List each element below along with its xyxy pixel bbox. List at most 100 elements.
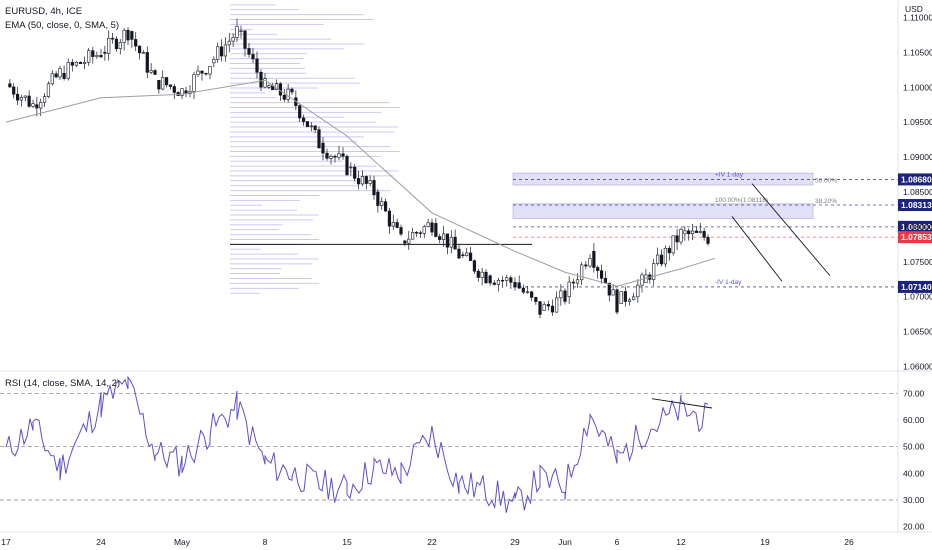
candle-body [588, 258, 592, 267]
time-tick-label: 8 [263, 537, 268, 547]
ema-line [5, 79, 716, 287]
candle-body [426, 222, 430, 227]
rsi-tick-label: 40.00 [903, 468, 925, 478]
candle-body [484, 271, 488, 284]
level-annotation: 100.00%(1.08118) [715, 197, 768, 204]
candle-body [130, 31, 134, 40]
candle-body [461, 254, 465, 256]
candle-body [118, 42, 122, 49]
candle-body [438, 236, 442, 240]
price-level-box [898, 199, 932, 212]
candle-body [414, 232, 419, 234]
candle-body [168, 84, 173, 87]
candle-body [282, 94, 286, 100]
candle-body [449, 236, 453, 248]
candle-body [62, 73, 66, 79]
price-tick-label: 1.07000 [903, 292, 932, 302]
candle-body [407, 238, 411, 244]
candle-body [687, 230, 691, 235]
candle-body [66, 62, 70, 79]
candle-body [353, 166, 357, 179]
candle-body [39, 102, 43, 109]
candle-body [200, 70, 204, 74]
candle-body [667, 247, 671, 254]
candle-body [364, 176, 368, 184]
candle-body [87, 50, 91, 63]
candle-body [231, 37, 235, 42]
candle-body [267, 85, 271, 88]
time-tick-label: 24 [96, 537, 106, 547]
price-tick-label: 1.10000 [903, 82, 932, 92]
candle-body [496, 279, 501, 285]
candle-body [534, 297, 538, 302]
candle-body [263, 78, 267, 88]
candle-body [694, 230, 699, 233]
candle-body [679, 229, 683, 243]
candle-body [599, 270, 604, 279]
candle-body [172, 86, 176, 93]
time-tick-label: 26 [844, 537, 854, 547]
candle-body [505, 277, 509, 281]
candle-body [488, 275, 492, 284]
candle-body [153, 70, 157, 75]
level-annotation: -IV 1-day [715, 279, 742, 286]
time-tick-label: 29 [510, 537, 520, 547]
candle-body [227, 40, 231, 46]
candle-body [243, 30, 247, 49]
candle-body [592, 251, 596, 268]
candle-body [567, 281, 571, 297]
candle-body [95, 55, 99, 57]
time-tick-label: 19 [760, 537, 770, 547]
candle-body [333, 155, 337, 158]
candle-body [15, 93, 20, 101]
candle-body [122, 29, 126, 43]
candle-body [391, 222, 395, 227]
candle-body [492, 282, 496, 285]
rsi-tick-label: 30.00 [903, 495, 925, 505]
arrow-line [731, 216, 783, 282]
candle-body [538, 301, 542, 315]
candle-body [430, 222, 434, 233]
candle-body [99, 55, 103, 58]
candle-body [571, 281, 575, 284]
level-sub-annotation: 50.00% [815, 177, 837, 184]
candle-body [259, 71, 263, 88]
candle-body [580, 264, 584, 281]
price-tick-label: 1.07500 [903, 257, 932, 267]
candle-body [517, 282, 521, 289]
candle-body [110, 37, 115, 40]
candle-body [196, 70, 200, 75]
candle-body [683, 230, 687, 235]
candle-body [457, 248, 461, 259]
candle-body [530, 291, 534, 298]
candle-body [114, 38, 119, 49]
candle-body [465, 252, 469, 256]
candle-body [239, 30, 243, 32]
candle-body [216, 46, 220, 60]
candle-body [223, 44, 228, 57]
candle-body [575, 279, 580, 284]
candle-body [19, 96, 24, 101]
candle-body [611, 289, 615, 296]
fib-zone [512, 203, 814, 219]
candle-body [309, 125, 313, 128]
candle-body [208, 65, 212, 75]
candle-body [313, 125, 317, 130]
candle-body [137, 45, 142, 54]
level-sub-annotation: 38.20% [815, 198, 837, 205]
candle-body [305, 121, 310, 127]
candle-body [83, 61, 87, 64]
candle-body [655, 254, 660, 264]
rsi-tick-label: 70.00 [903, 388, 925, 398]
candle-body [513, 282, 517, 288]
candle-body [54, 73, 58, 78]
candle-body [134, 39, 138, 47]
candle-body [325, 152, 329, 159]
candle-body [78, 61, 83, 64]
candle-body [542, 304, 546, 311]
candle-body [603, 277, 608, 284]
candle-body [255, 58, 259, 73]
candle-body [607, 282, 611, 296]
candle-body [615, 289, 619, 313]
